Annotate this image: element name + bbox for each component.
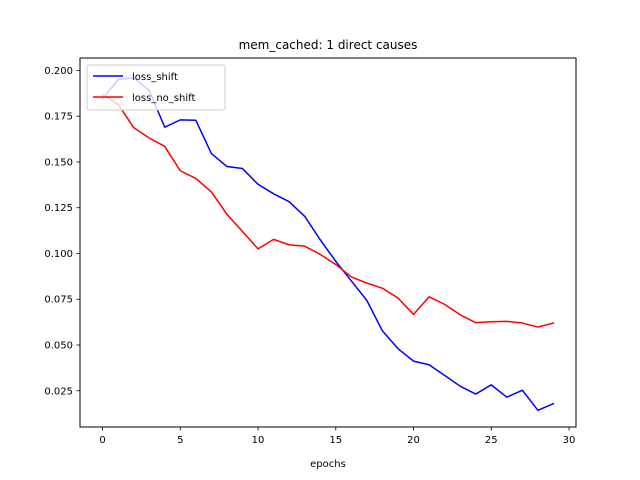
y-tick-label: 0.125 [44, 203, 73, 214]
x-tick-label: 10 [252, 435, 265, 446]
y-tick-label: 0.050 [44, 341, 73, 352]
x-tick-label: 5 [177, 435, 183, 446]
series-line-loss-no-shift [101, 93, 555, 328]
y-tick-label: 0.175 [44, 112, 73, 123]
x-axis-label: epochs [310, 459, 346, 470]
x-tick-label: 30 [563, 435, 576, 446]
x-tick-label: 0 [99, 435, 105, 446]
legend: loss_shift loss_no_shift [86, 64, 226, 111]
chart-title: mem_cached: 1 direct causes [239, 38, 418, 52]
series-layer [101, 77, 555, 412]
x-tick-label: 25 [485, 435, 498, 446]
legend-label-loss-no-shift: loss_no_shift [132, 93, 195, 104]
x-axis-ticks: 0 5 10 15 20 25 30 [99, 427, 575, 446]
legend-label-loss-shift: loss_shift [132, 72, 178, 83]
y-tick-label: 0.025 [44, 386, 73, 397]
x-tick-label: 20 [407, 435, 420, 446]
y-tick-label: 0.200 [44, 66, 73, 77]
x-tick-label: 15 [329, 435, 342, 446]
y-tick-label: 0.075 [44, 295, 73, 306]
y-axis-ticks: 0.025 0.050 0.075 0.100 0.125 0.150 0.175 0.200 [44, 66, 80, 397]
plot-area-frame [79, 57, 577, 428]
series-line-loss-shift [101, 77, 555, 412]
y-tick-label: 0.100 [44, 249, 73, 260]
y-tick-label: 0.150 [44, 157, 73, 168]
